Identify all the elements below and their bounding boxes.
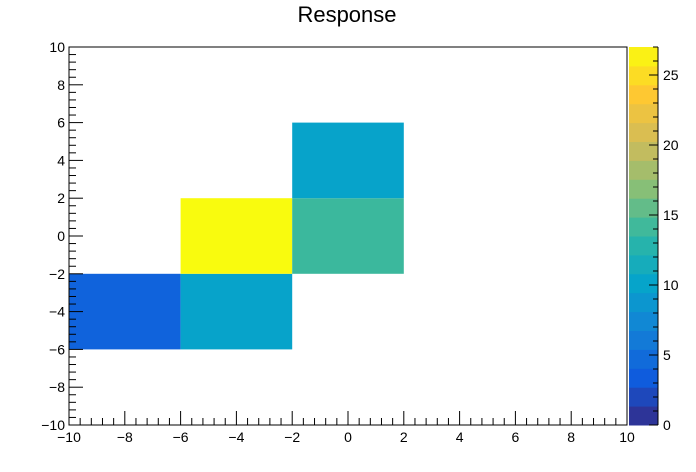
x-tick-label: −4 xyxy=(228,429,244,445)
colorbar-band xyxy=(629,349,658,369)
colorbar: 0 5 10 15 20 25 xyxy=(629,46,679,433)
colorbar-band xyxy=(629,141,658,161)
x-tick-label: −10 xyxy=(57,429,81,445)
colorbar-band xyxy=(629,368,658,388)
heatmap-cell-3 xyxy=(292,198,404,274)
y-tick-label: −8 xyxy=(49,379,65,395)
colorbar-tick-label: 25 xyxy=(663,67,679,83)
heatmap-cell-2 xyxy=(180,198,293,274)
colorbar-band xyxy=(629,406,658,426)
y-tick-label: 4 xyxy=(57,152,65,168)
colorbar-tick-label: 15 xyxy=(663,207,679,223)
colorbar-band xyxy=(629,254,658,275)
colorbar-tick-label: 5 xyxy=(663,347,671,363)
colorbar-band xyxy=(629,47,658,67)
colorbar-tick-label: 10 xyxy=(663,277,679,293)
colorbar-band xyxy=(629,122,658,142)
x-tick-label: −6 xyxy=(173,429,189,445)
colorbar-band xyxy=(629,84,658,105)
x-tick-label: 4 xyxy=(456,429,464,445)
x-axis: −10 −8 −6 −4 −2 0 2 4 6 8 10 xyxy=(57,411,635,445)
colorbar-band xyxy=(629,236,658,256)
y-tick-label: −10 xyxy=(41,417,65,433)
y-axis: −10 −8 −6 −4 −2 0 2 4 6 8 10 xyxy=(41,39,83,433)
colorbar-band xyxy=(629,160,658,180)
heatmap-cell-1 xyxy=(180,273,293,350)
colorbar-band xyxy=(629,217,658,237)
colorbar-band xyxy=(629,292,658,313)
colorbar-band xyxy=(629,198,658,218)
x-tick-label: 0 xyxy=(344,429,352,445)
colorbar-band xyxy=(629,103,658,124)
chart-title: Response xyxy=(297,2,396,27)
heatmap-cell-4 xyxy=(292,122,404,199)
colorbar-band xyxy=(629,387,658,407)
colorbar-tick-label: 20 xyxy=(663,137,679,153)
x-tick-label: 6 xyxy=(512,429,520,445)
y-tick-label: 0 xyxy=(57,228,65,244)
heatmap-cells xyxy=(69,122,404,350)
x-tick-label: −2 xyxy=(284,429,300,445)
x-tick-label: 8 xyxy=(567,429,575,445)
x-tick-label: −8 xyxy=(117,429,133,445)
colorbar-band xyxy=(629,273,658,294)
y-tick-label: −2 xyxy=(49,266,65,282)
colorbar-band xyxy=(629,311,658,331)
y-tick-label: 8 xyxy=(57,77,65,93)
x-tick-label: 10 xyxy=(619,429,635,445)
y-tick-label: −6 xyxy=(49,341,65,357)
colorbar-band xyxy=(629,330,658,350)
y-tick-label: 10 xyxy=(49,39,65,55)
colorbar-band xyxy=(629,65,658,86)
y-tick-label: 2 xyxy=(57,190,65,206)
y-tick-label: 6 xyxy=(57,115,65,131)
colorbar-band xyxy=(629,179,658,199)
x-tick-label: 2 xyxy=(400,429,408,445)
y-tick-label: −4 xyxy=(49,304,65,320)
colorbar-tick-label: 0 xyxy=(663,417,671,433)
heatmap-cell-0 xyxy=(69,273,181,350)
